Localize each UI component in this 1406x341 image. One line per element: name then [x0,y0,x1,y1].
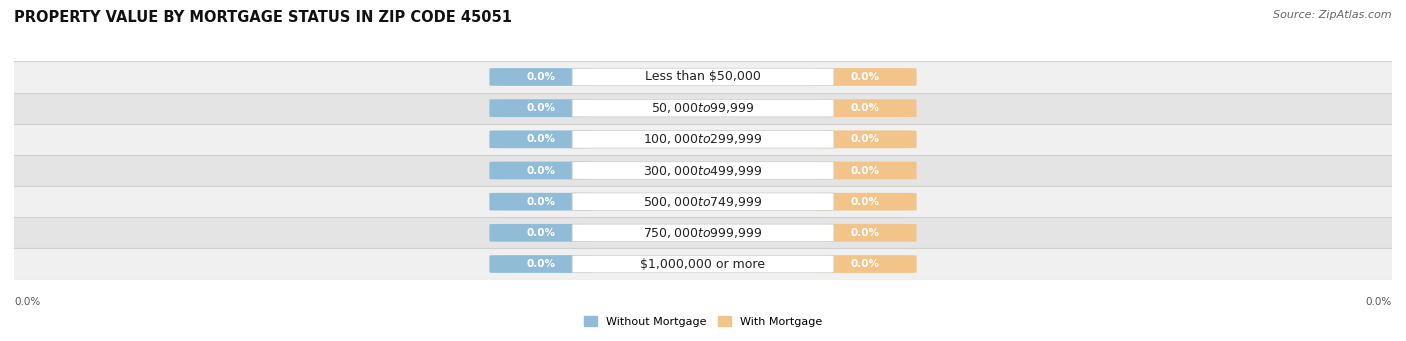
FancyBboxPatch shape [489,162,593,179]
Text: 0.0%: 0.0% [527,165,555,176]
Text: 0.0%: 0.0% [527,72,555,82]
FancyBboxPatch shape [14,217,1392,249]
Text: 0.0%: 0.0% [851,103,879,113]
Text: $500,000 to $749,999: $500,000 to $749,999 [644,195,762,209]
Text: 0.0%: 0.0% [851,72,879,82]
FancyBboxPatch shape [14,155,1392,186]
FancyBboxPatch shape [813,131,917,148]
Text: 0.0%: 0.0% [527,103,555,113]
FancyBboxPatch shape [14,61,1392,92]
FancyBboxPatch shape [489,99,593,117]
Text: 0.0%: 0.0% [527,228,555,238]
Text: $750,000 to $999,999: $750,000 to $999,999 [644,226,762,240]
Text: 0.0%: 0.0% [851,197,879,207]
Text: 0.0%: 0.0% [851,134,879,144]
FancyBboxPatch shape [14,124,1392,155]
FancyBboxPatch shape [572,255,834,273]
FancyBboxPatch shape [489,193,593,210]
FancyBboxPatch shape [14,249,1392,280]
FancyBboxPatch shape [572,162,834,179]
FancyBboxPatch shape [489,255,593,273]
Text: 0.0%: 0.0% [851,259,879,269]
FancyBboxPatch shape [572,224,834,241]
Text: Less than $50,000: Less than $50,000 [645,71,761,84]
Text: 0.0%: 0.0% [527,134,555,144]
FancyBboxPatch shape [489,131,593,148]
FancyBboxPatch shape [813,193,917,210]
Text: $100,000 to $299,999: $100,000 to $299,999 [644,132,762,146]
Text: Source: ZipAtlas.com: Source: ZipAtlas.com [1274,10,1392,20]
Text: PROPERTY VALUE BY MORTGAGE STATUS IN ZIP CODE 45051: PROPERTY VALUE BY MORTGAGE STATUS IN ZIP… [14,10,512,25]
Text: $300,000 to $499,999: $300,000 to $499,999 [644,163,762,178]
FancyBboxPatch shape [572,100,834,117]
FancyBboxPatch shape [813,255,917,273]
Text: 0.0%: 0.0% [527,259,555,269]
FancyBboxPatch shape [14,186,1392,217]
FancyBboxPatch shape [489,68,593,86]
Text: $50,000 to $99,999: $50,000 to $99,999 [651,101,755,115]
Legend: Without Mortgage, With Mortgage: Without Mortgage, With Mortgage [579,311,827,331]
Text: 0.0%: 0.0% [527,197,555,207]
FancyBboxPatch shape [813,99,917,117]
Text: 0.0%: 0.0% [1365,297,1392,307]
FancyBboxPatch shape [813,162,917,179]
Text: 0.0%: 0.0% [851,165,879,176]
FancyBboxPatch shape [813,224,917,242]
Text: 0.0%: 0.0% [14,297,41,307]
FancyBboxPatch shape [572,131,834,148]
Text: $1,000,000 or more: $1,000,000 or more [641,257,765,270]
Text: 0.0%: 0.0% [851,228,879,238]
FancyBboxPatch shape [572,68,834,86]
FancyBboxPatch shape [489,224,593,242]
FancyBboxPatch shape [572,193,834,210]
FancyBboxPatch shape [14,92,1392,124]
FancyBboxPatch shape [813,68,917,86]
